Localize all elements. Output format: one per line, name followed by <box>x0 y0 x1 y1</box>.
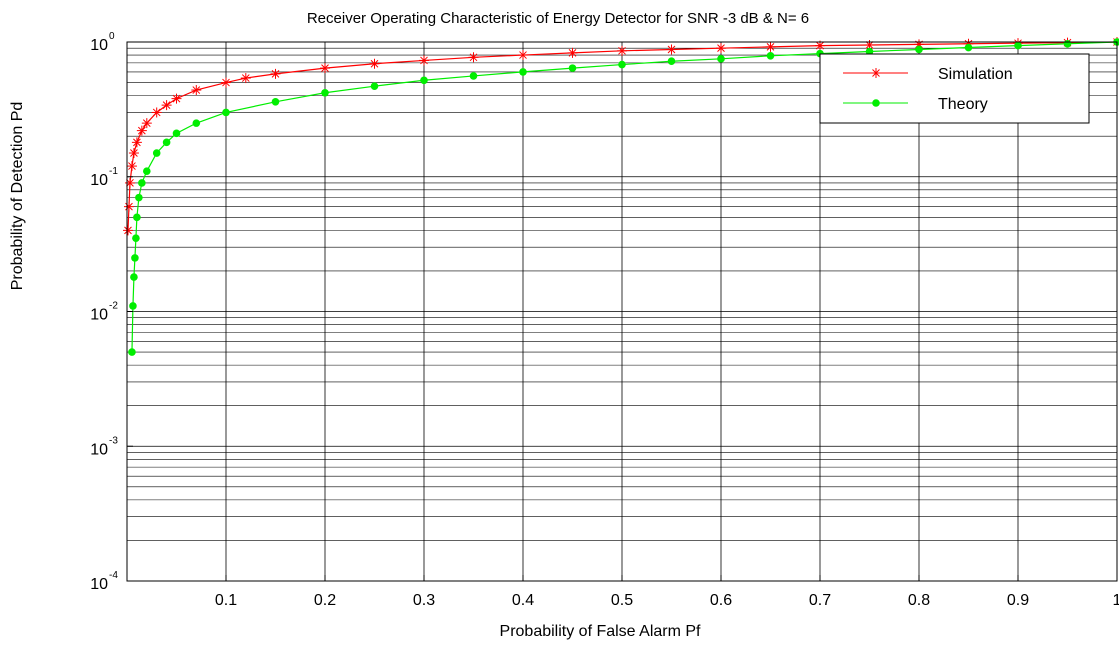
data-point-simulation <box>369 58 380 69</box>
data-point-simulation <box>468 52 479 63</box>
data-point-theory <box>152 149 161 157</box>
data-point-theory <box>519 68 527 76</box>
legend-marker-theory <box>872 99 880 107</box>
data-point-theory <box>618 60 626 69</box>
data-point-simulation <box>419 55 429 66</box>
series-line-simulation <box>127 41 1118 231</box>
data-point-simulation <box>124 177 135 188</box>
data-point-theory <box>865 47 874 56</box>
x-tick-label: 0.5 <box>611 592 633 609</box>
chart-title: Receiver Operating Characteristic of Ene… <box>307 10 809 27</box>
data-point-theory <box>135 193 143 202</box>
legend-box <box>819 53 1090 124</box>
data-point-theory <box>192 119 201 127</box>
data-point-theory <box>1014 41 1022 50</box>
x-tick-label: 0.2 <box>314 592 336 609</box>
data-point-simulation <box>131 137 142 148</box>
data-point-theory <box>717 55 725 63</box>
series-layer <box>122 37 1119 356</box>
y-tick-label: 10 <box>90 37 108 54</box>
data-point-theory <box>321 88 329 97</box>
data-point-simulation <box>240 73 251 84</box>
data-point-theory <box>766 51 775 60</box>
data-point-theory <box>222 108 230 117</box>
x-tick-label: 0.9 <box>1007 592 1029 609</box>
data-point-theory <box>172 129 181 138</box>
y-tick-exponent: -1 <box>109 166 118 177</box>
y-tick-label: 10 <box>90 307 108 324</box>
x-tick-label: 0.6 <box>710 592 732 609</box>
y-tick-exponent: 0 <box>109 31 115 42</box>
data-point-theory <box>128 348 136 356</box>
data-point-simulation <box>270 68 281 79</box>
legend-star-marker <box>871 68 881 78</box>
y-tick-label: 10 <box>90 172 108 189</box>
x-tick-label: 1 <box>1113 592 1119 609</box>
data-point-simulation <box>518 50 528 61</box>
data-point-theory <box>667 57 676 66</box>
data-point-simulation <box>765 41 776 52</box>
data-point-theory <box>568 64 577 72</box>
x-axis-label: Probability of False Alarm Pf <box>500 623 702 640</box>
data-point-theory <box>130 273 138 281</box>
data-point-simulation <box>191 85 202 96</box>
data-point-simulation <box>666 44 677 55</box>
data-point-simulation <box>122 225 133 236</box>
data-point-simulation <box>151 107 162 118</box>
ticks: 0.1 0.2 0.3 0.4 0.5 0.6 0.7 0.8 0.9 110010-110-21… <box>90 31 1119 609</box>
data-point-theory <box>469 72 478 80</box>
data-point-theory <box>1063 39 1072 48</box>
data-point-simulation <box>567 47 578 58</box>
data-point-simulation <box>123 201 134 212</box>
data-point-theory <box>162 138 171 147</box>
y-tick-exponent: -3 <box>109 435 118 446</box>
x-tick-label: 0.8 <box>908 592 930 609</box>
data-point-theory <box>370 82 379 90</box>
y-tick-label: 10 <box>90 576 108 593</box>
data-point-theory <box>271 97 280 106</box>
data-point-simulation <box>320 63 330 74</box>
data-point-simulation <box>126 161 137 172</box>
data-point-theory <box>138 179 146 187</box>
x-tick-label: 0.1 <box>215 592 237 609</box>
data-point-simulation <box>136 125 147 136</box>
data-point-theory <box>129 302 137 310</box>
data-point-theory <box>420 76 428 85</box>
data-point-theory <box>915 45 923 54</box>
data-point-simulation <box>617 45 627 56</box>
data-point-simulation <box>716 43 726 54</box>
data-point-theory <box>133 213 141 222</box>
legend-marker-simulation <box>871 68 881 78</box>
y-tick-exponent: -4 <box>109 570 118 581</box>
x-tick-label: 0.3 <box>413 592 435 609</box>
x-tick-label: 0.7 <box>809 592 831 609</box>
data-point-theory <box>143 167 151 175</box>
data-point-theory <box>964 43 973 52</box>
data-point-simulation <box>128 148 139 159</box>
legend-label-simulation: Simulation <box>938 66 1013 83</box>
x-tick-label: 0.4 <box>512 592 534 609</box>
data-point-theory <box>132 234 140 242</box>
y-axis-label: Probability of Detection Pd <box>9 102 26 291</box>
data-point-simulation <box>221 77 231 88</box>
data-point-simulation <box>141 118 152 129</box>
data-point-simulation <box>171 93 182 104</box>
data-point-simulation <box>161 100 172 111</box>
data-point-theory <box>131 254 139 262</box>
legend: Simulation Theory <box>819 53 1090 124</box>
y-tick-label: 10 <box>90 441 108 458</box>
legend-label-theory: Theory <box>938 96 988 113</box>
y-tick-exponent: -2 <box>109 301 118 312</box>
